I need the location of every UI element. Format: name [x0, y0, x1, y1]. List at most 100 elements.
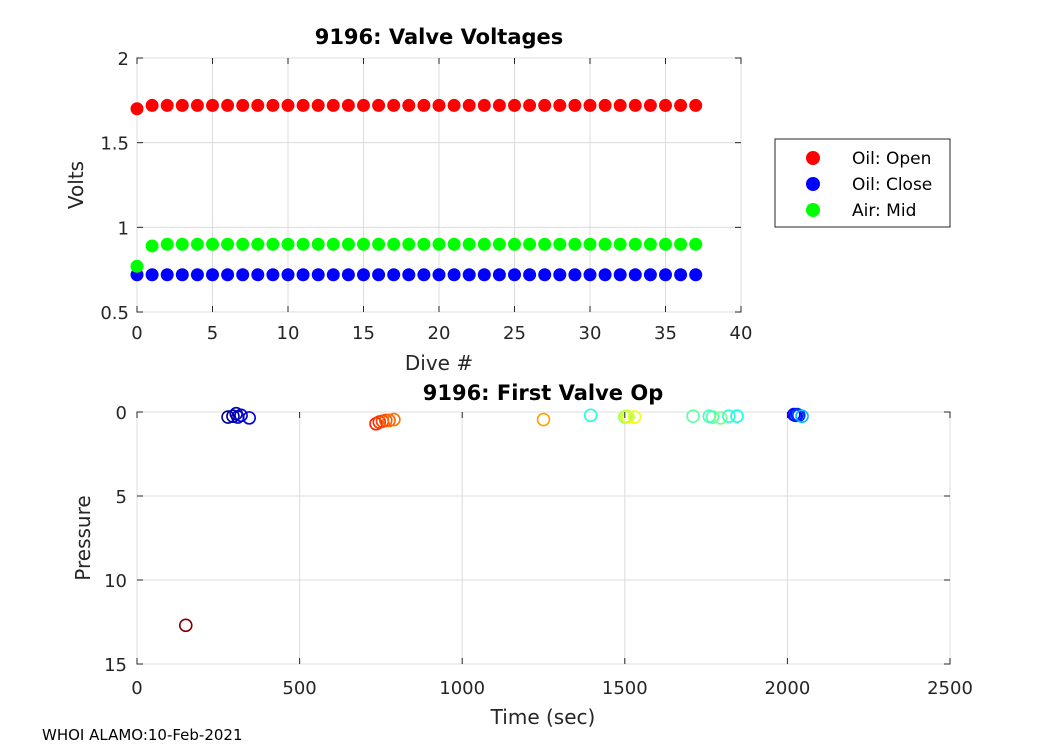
point-first-valve-op — [627, 410, 642, 424]
tick-label-y: 5 — [116, 487, 127, 508]
point-oil-open — [447, 98, 461, 112]
point-air-mid — [372, 237, 386, 251]
point-first-valve-op — [795, 409, 809, 424]
point-air-mid — [402, 237, 416, 251]
point-first-valve-op — [378, 413, 393, 428]
tick-label-x: 10 — [277, 323, 300, 344]
tick-label-y: 10 — [104, 571, 127, 592]
point-oil-open — [643, 98, 657, 112]
point-oil-open — [462, 98, 476, 112]
point-air-mid — [311, 237, 325, 251]
point-oil-open — [598, 98, 612, 112]
point-oil-open — [432, 98, 446, 112]
valve-voltages-ticks: 0 5 10 15 20 25 30 35 40 0.5 1 1.5 2 — [100, 49, 752, 344]
point-oil-open — [251, 98, 265, 112]
point-oil-close — [160, 268, 174, 282]
point-oil-close — [462, 268, 476, 282]
point-oil-close — [206, 268, 219, 282]
point-air-mid — [251, 237, 265, 251]
point-first-valve-op — [713, 411, 728, 425]
point-air-mid — [175, 237, 189, 251]
first-valve-op-ylabel: Pressure — [71, 495, 95, 580]
legend-marker-oil-open — [806, 151, 820, 165]
point-air-mid — [568, 237, 582, 251]
point-oil-close — [281, 268, 295, 282]
point-oil-open — [492, 98, 506, 112]
point-air-mid — [598, 237, 612, 251]
point-air-mid — [523, 237, 537, 251]
point-first-valve-op — [178, 618, 193, 633]
point-oil-close — [251, 268, 265, 282]
first-valve-op-grid — [136, 411, 951, 665]
point-first-valve-op — [583, 408, 598, 423]
point-oil-open — [689, 98, 703, 112]
point-oil-close — [553, 268, 567, 282]
point-air-mid — [462, 237, 476, 251]
tick-label-x: 5 — [207, 323, 218, 344]
point-oil-close — [523, 268, 537, 282]
point-oil-close — [598, 268, 612, 282]
point-oil-open — [613, 98, 627, 112]
point-oil-close — [417, 268, 431, 282]
point-air-mid — [477, 237, 491, 251]
point-oil-close — [357, 268, 370, 282]
tick-label-y: 1 — [118, 218, 129, 239]
point-oil-close — [659, 268, 672, 282]
point-oil-close — [508, 268, 521, 282]
valve-voltages-title: 9196: Valve Voltages — [315, 25, 564, 49]
tick-label-x: 0 — [131, 678, 142, 699]
point-air-mid — [221, 237, 235, 251]
point-oil-open — [221, 98, 235, 112]
tick-label-x: 0 — [131, 323, 142, 344]
first-valve-op-points — [178, 406, 809, 633]
point-oil-open — [553, 98, 567, 112]
valve-voltages-chart: 0 5 10 15 20 25 30 35 40 0.5 1 1.5 2 9196: Valve Vol… — [64, 25, 951, 375]
valve-voltages-xlabel: Dive # — [405, 351, 473, 375]
legend-label-oil-open: Oil: Open — [852, 149, 931, 169]
point-air-mid — [266, 237, 280, 251]
point-oil-open — [417, 98, 431, 112]
point-oil-open — [357, 98, 370, 112]
point-first-valve-op — [234, 408, 248, 423]
point-air-mid — [628, 237, 642, 251]
footer-label: WHOI ALAMO:10-Feb-2021 — [42, 726, 243, 744]
point-air-mid — [447, 237, 461, 251]
point-oil-close — [190, 268, 204, 282]
legend-label-oil-close: Oil: Close — [852, 175, 932, 195]
point-oil-open — [402, 98, 416, 112]
point-air-mid — [613, 237, 627, 251]
point-air-mid — [538, 237, 552, 251]
tick-label-x: 15 — [352, 323, 375, 344]
point-air-mid — [190, 237, 204, 251]
tick-label-y: 15 — [104, 655, 127, 676]
point-oil-open — [628, 98, 642, 112]
point-oil-open — [372, 98, 386, 112]
point-air-mid — [553, 237, 567, 251]
valve-voltages-points — [130, 98, 703, 282]
first-valve-op-title: 9196: First Valve Op — [423, 381, 664, 405]
point-oil-close — [477, 268, 491, 282]
tick-label-y: 1.5 — [100, 134, 129, 155]
point-oil-close — [175, 268, 189, 282]
point-oil-open — [674, 98, 688, 112]
point-first-valve-op — [382, 413, 396, 428]
point-oil-open — [508, 98, 521, 112]
point-first-valve-op — [730, 409, 744, 424]
point-air-mid — [296, 237, 310, 251]
point-oil-open — [296, 98, 310, 112]
point-first-valve-op — [221, 410, 235, 424]
point-oil-close — [583, 268, 597, 282]
point-air-mid — [583, 237, 597, 251]
point-oil-open — [236, 98, 250, 112]
point-air-mid — [387, 237, 401, 251]
point-oil-open — [130, 102, 144, 116]
point-oil-close — [689, 268, 703, 282]
point-oil-close — [387, 268, 401, 282]
point-air-mid — [659, 237, 672, 251]
first-valve-op-xlabel: Time (sec) — [490, 705, 596, 729]
first-valve-op-axes — [136, 411, 951, 665]
tick-label-x: 20 — [428, 323, 451, 344]
point-oil-close — [628, 268, 642, 282]
point-oil-open — [160, 98, 174, 112]
